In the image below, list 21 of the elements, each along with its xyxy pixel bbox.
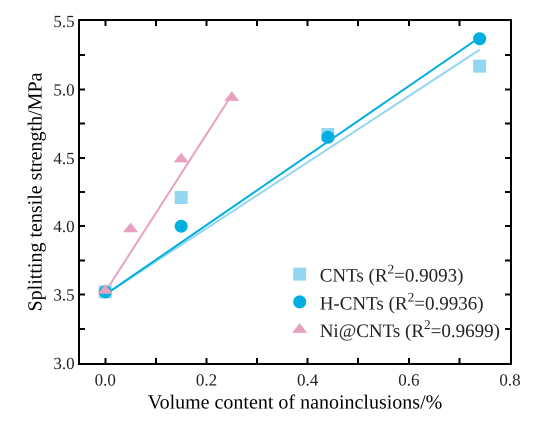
point — [321, 130, 334, 144]
point — [473, 60, 486, 73]
x-tick-label: 0.4 — [297, 370, 319, 390]
y-tick-label: 4.5 — [53, 148, 75, 168]
y-axis-title: Splitting tensile strength/MPa — [24, 72, 46, 312]
y-tick-label: 3.0 — [53, 354, 75, 373]
x-tick-label: 0.6 — [398, 370, 420, 390]
x-axis-title: Volume content of nanoinclusions/% — [148, 391, 442, 414]
y-tick-label: 4.0 — [53, 217, 75, 236]
x-tick-label: 0.8 — [499, 370, 521, 390]
y-tick-label: 3.5 — [53, 286, 75, 305]
y-tick-label: 5.5 — [53, 12, 75, 31]
x-tick-label: 0.0 — [94, 370, 116, 390]
y-tick-label: 5.0 — [53, 80, 75, 100]
legend-label: H-CNTs (R$^{2}$=0.9936) — [320, 289, 484, 314]
point — [174, 220, 188, 233]
point — [473, 32, 486, 46]
legend-label: CNTs (R$^{2}$=0.9093) — [320, 262, 464, 287]
x-tick-label: 0.2 — [196, 370, 218, 390]
point — [174, 190, 188, 204]
legend-label: Ni@CNTs (R$^{2}$=0.9699) — [320, 317, 500, 342]
